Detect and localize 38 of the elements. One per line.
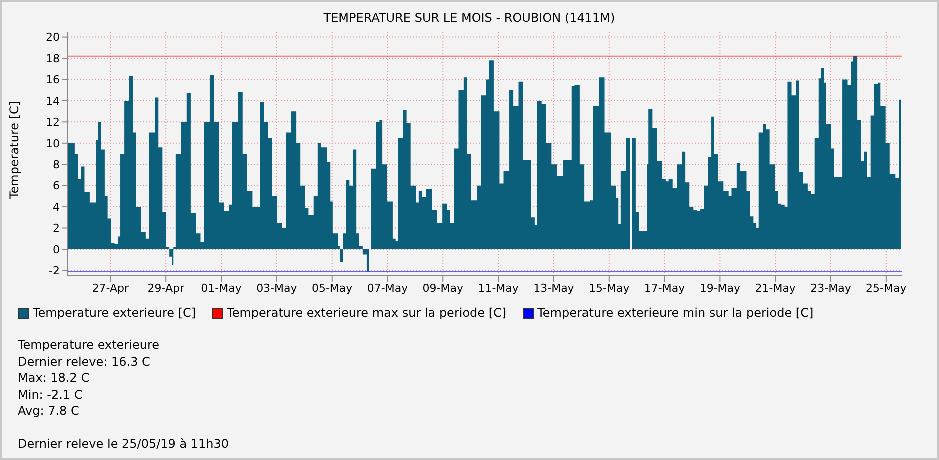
y-tick-label: 10 (46, 137, 60, 150)
x-tick-label: 27-Apr (92, 282, 130, 295)
y-tick-label: 6 (53, 180, 60, 193)
x-tick-label: 01-May (201, 282, 242, 295)
x-tick-label: 05-May (312, 282, 354, 295)
x-tick-label: 11-May (478, 282, 520, 295)
text: Min: -2.1 C (18, 386, 84, 403)
y-tick-label: 16 (46, 74, 60, 87)
y-tick-label: 14 (46, 94, 60, 108)
text: Max: 18.2 C (18, 370, 91, 386)
y-tick-label: -2 (49, 264, 60, 278)
y-tick-label: 2 (53, 222, 60, 236)
x-tick-label: 23-May (810, 282, 852, 295)
text: Dernier releve le 25/05/19 à 11h30 (18, 436, 230, 452)
x-tick-label: 21-May (755, 282, 796, 295)
x-tick-label: 29-Apr (148, 282, 185, 295)
x-tick-label: 03-May (256, 282, 298, 295)
text: Avg: 7.8 C (18, 403, 80, 420)
y-tick-label: 8 (53, 158, 60, 172)
y-tick-label: 20 (46, 31, 60, 44)
legend-label: Temperature exterieure min sur la periode [C] (536, 306, 814, 320)
x-tick-label: 09-May (422, 282, 464, 295)
text: Temperature exterieure (18, 337, 160, 354)
y-axis-title: Temperature [C] (7, 101, 22, 200)
x-tick-label: 19-May (700, 282, 742, 295)
y-tick-label: 0 (53, 243, 60, 256)
y-tick-label: 4 (53, 200, 60, 214)
y-tick-label: 18 (46, 52, 60, 66)
chart-title: TEMPERATURE SUR LE MOIS - ROUBION (1411M) (322, 10, 616, 27)
x-tick-label: 17-May (644, 282, 686, 295)
x-tick-label: 13-May (534, 282, 575, 295)
y-tick-label: 12 (46, 116, 60, 130)
legend-label: Temperature exterieure max sur la periode [C] (226, 306, 507, 320)
x-tick-label: 15-May (589, 282, 630, 295)
text: Dernier releve: 16.3 C (18, 354, 152, 370)
x-tick-label: 07-May (367, 282, 409, 295)
legend-label: Temperature exterieure [C] (32, 306, 196, 320)
x-tick-label: 25-May (866, 282, 908, 295)
